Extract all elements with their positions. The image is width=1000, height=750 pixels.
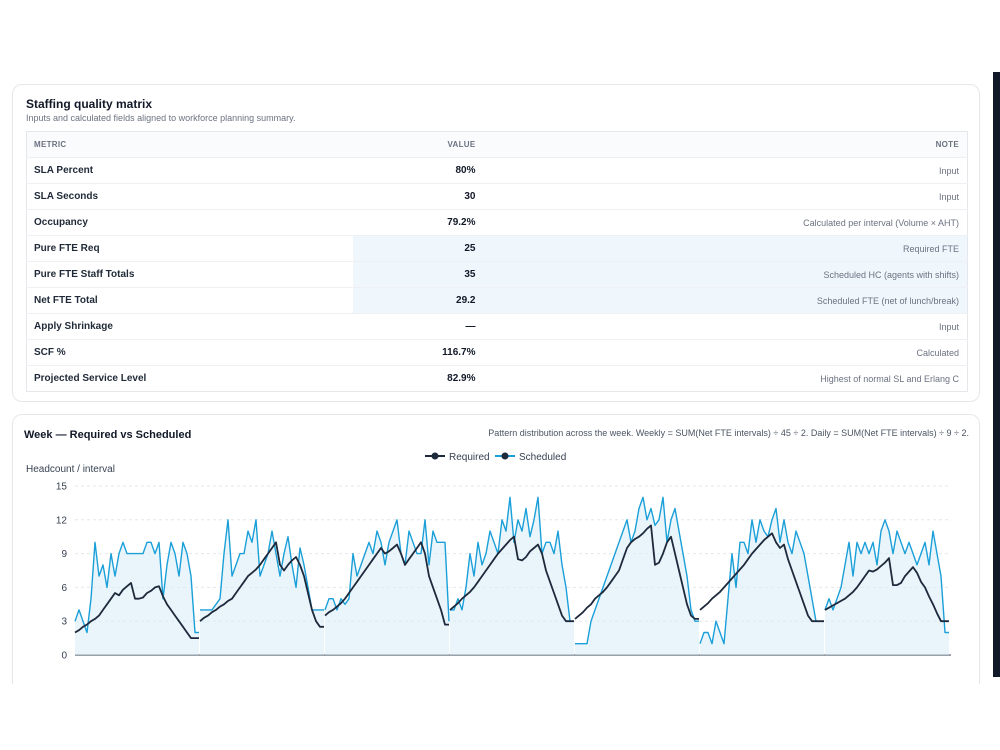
scheduled-line-day-3 (324, 519, 450, 622)
scheduled-line-day-1 (74, 541, 199, 634)
value-cell: 25 (352, 235, 488, 262)
value-cell: 116.7% (352, 339, 488, 366)
header-note: NOTE (935, 140, 959, 149)
metric-cell: SLA Percent (26, 157, 353, 184)
value-cell: 82.9% (352, 365, 488, 392)
scheduled-area-day-4 (450, 497, 574, 655)
scheduled-line-day-4 (450, 496, 574, 622)
scheduled-area-day-3 (325, 519, 449, 655)
metric-cell: Pure FTE Staff Totals (26, 261, 353, 288)
metric-cell: SLA Seconds (26, 183, 353, 210)
table-body: SLA Percent 80% Input SLA Seconds 30 Input Occ… (26, 157, 968, 392)
matrix-subtitle: Inputs and calculated fields aligned to … (26, 113, 296, 123)
required-vs-scheduled-chart: Headcount / interval 0 3 6 9 12 15 Required Sche… (26, 452, 951, 662)
y-tick-label: 9 (61, 549, 67, 560)
metric-cell: Net FTE Total (26, 287, 353, 314)
window-edge (993, 72, 1000, 677)
scheduled-line-day-5 (575, 496, 699, 645)
required-line-day-4 (449, 535, 574, 623)
table-row: Net FTE Total 29.2 Scheduled FTE (net of l… (26, 287, 968, 314)
header-value: VALUE (447, 140, 476, 149)
note-cell: Highest of normal SL and Erlang C (487, 365, 968, 392)
table-row: SCF % 116.7% Calculated (26, 339, 968, 366)
scheduled-area-day-2 (200, 519, 324, 655)
table-row: Pure FTE Req 25 Required FTE (26, 235, 968, 262)
scheduled-line-day-7 (824, 519, 949, 634)
legend-label-scheduled: Scheduled (519, 452, 566, 463)
metric-cell: SCF % (26, 339, 353, 366)
required-line-day-2 (199, 541, 324, 628)
note-cell: Calculated (487, 339, 968, 366)
y-tick-label: 6 (61, 583, 67, 594)
metric-cell: Occupancy (26, 209, 353, 236)
value-cell: — (352, 313, 488, 340)
legend-marker-required (431, 452, 439, 460)
note-cell: Scheduled HC (agents with shifts) (487, 261, 968, 288)
table-row: Pure FTE Staff Totals 35 Scheduled HC (age… (26, 261, 968, 288)
y-tick-label: 0 (61, 651, 67, 662)
table-row: Apply Shrinkage — Input (26, 313, 968, 340)
metric-cell: Apply Shrinkage (26, 313, 353, 340)
staffing-quality-table: METRIC VALUE NOTE SLA Percent 80% Input SLA… (26, 131, 968, 392)
chart-description: Pattern distribution across the week. We… (488, 428, 969, 438)
required-line-day-7 (824, 557, 949, 623)
table-row: Projected Service Level 82.9% Highest of n… (26, 365, 968, 392)
note-cell: Scheduled FTE (net of lunch/break) (487, 287, 968, 314)
legend-marker-scheduled (501, 452, 509, 460)
required-line-day-1 (74, 582, 199, 639)
value-cell: 30 (352, 183, 488, 210)
y-tick-label: 3 (61, 617, 67, 628)
required-line-day-6 (699, 532, 824, 623)
matrix-title: Staffing quality matrix (26, 97, 153, 111)
week-chart-card: Week — Required vs Scheduled Pattern dis… (12, 414, 980, 684)
metric-cell: Pure FTE Req (26, 235, 353, 262)
value-cell: 35 (352, 261, 488, 288)
metric-cell: Projected Service Level (26, 365, 353, 392)
scheduled-line-day-6 (699, 507, 824, 645)
note-cell: Input (487, 313, 968, 340)
note-cell: Input (487, 183, 968, 210)
y-tick-label: 12 (56, 515, 68, 526)
required-line-day-5 (574, 524, 699, 620)
required-line-day-3 (324, 541, 449, 626)
header-metric: METRIC (34, 140, 67, 149)
scheduled-area-day-6 (700, 508, 824, 655)
scheduled-line-day-2 (200, 519, 324, 611)
y-axis-label: Headcount / interval (26, 464, 115, 475)
note-cell: Input (487, 157, 968, 184)
y-tick-label: 15 (56, 482, 68, 493)
legend-label-required: Required (449, 452, 490, 463)
value-cell: 29.2 (352, 287, 488, 314)
table-header-row: METRIC VALUE NOTE (26, 131, 968, 158)
staffing-quality-matrix-card: Staffing quality matrix Inputs and calcu… (12, 84, 980, 402)
table-row: SLA Seconds 30 Input (26, 183, 968, 210)
chart-title: Week — Required vs Scheduled (24, 429, 192, 441)
note-cell: Calculated per interval (Volume × AHT) (487, 209, 968, 236)
table-row: Occupancy 79.2% Calculated per interval (V… (26, 209, 968, 236)
scheduled-area-day-7 (825, 519, 949, 655)
value-cell: 80% (352, 157, 488, 184)
note-cell: Required FTE (487, 235, 968, 262)
value-cell: 79.2% (352, 209, 488, 236)
table-row: SLA Percent 80% Input (26, 157, 968, 184)
